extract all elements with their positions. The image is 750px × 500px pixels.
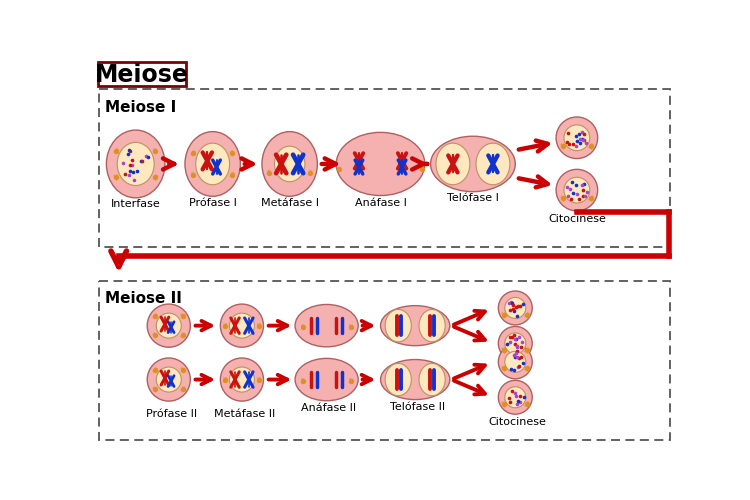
- Ellipse shape: [230, 313, 254, 338]
- Text: Anáfase II: Anáfase II: [302, 402, 356, 412]
- Ellipse shape: [380, 306, 450, 346]
- Bar: [99, 281, 670, 440]
- Ellipse shape: [564, 125, 590, 150]
- Text: Metáfase I: Metáfase I: [261, 198, 319, 208]
- Text: Anáfase I: Anáfase I: [355, 198, 407, 208]
- Ellipse shape: [156, 367, 182, 392]
- Ellipse shape: [220, 358, 263, 401]
- Ellipse shape: [419, 364, 446, 396]
- Ellipse shape: [386, 310, 411, 342]
- Ellipse shape: [505, 387, 526, 408]
- Ellipse shape: [230, 367, 254, 392]
- Bar: [99, 90, 670, 247]
- Ellipse shape: [505, 298, 526, 318]
- Text: Metáfase II: Metáfase II: [214, 409, 274, 419]
- Text: Interfase: Interfase: [111, 200, 160, 209]
- Ellipse shape: [498, 291, 532, 325]
- Ellipse shape: [220, 304, 263, 347]
- Ellipse shape: [386, 364, 411, 396]
- Text: Meiose II: Meiose II: [105, 291, 182, 306]
- Ellipse shape: [147, 358, 190, 401]
- Ellipse shape: [505, 333, 526, 354]
- Ellipse shape: [262, 132, 317, 196]
- Ellipse shape: [295, 304, 358, 347]
- Ellipse shape: [185, 132, 241, 196]
- Ellipse shape: [295, 358, 358, 401]
- Ellipse shape: [556, 170, 598, 211]
- FancyBboxPatch shape: [98, 62, 186, 86]
- Ellipse shape: [274, 146, 305, 182]
- Ellipse shape: [430, 136, 515, 192]
- Ellipse shape: [380, 360, 450, 400]
- Ellipse shape: [196, 143, 230, 184]
- Ellipse shape: [476, 143, 510, 184]
- Ellipse shape: [564, 177, 590, 203]
- Ellipse shape: [498, 345, 532, 379]
- Text: Prófase II: Prófase II: [146, 409, 196, 419]
- Ellipse shape: [498, 326, 532, 360]
- Text: Meiose I: Meiose I: [105, 100, 176, 115]
- Ellipse shape: [419, 310, 446, 342]
- Ellipse shape: [106, 130, 165, 198]
- Text: Meiose: Meiose: [95, 62, 189, 86]
- Ellipse shape: [156, 313, 182, 338]
- Ellipse shape: [498, 380, 532, 414]
- Ellipse shape: [505, 352, 526, 372]
- Text: Citocinese: Citocinese: [489, 416, 547, 426]
- Text: Prófase I: Prófase I: [189, 198, 236, 208]
- Ellipse shape: [436, 143, 470, 184]
- Ellipse shape: [117, 142, 154, 186]
- Ellipse shape: [556, 117, 598, 158]
- Ellipse shape: [147, 304, 190, 347]
- Text: Citocinese: Citocinese: [548, 214, 606, 224]
- Ellipse shape: [336, 132, 424, 196]
- Text: Telófase I: Telófase I: [447, 193, 499, 203]
- Text: Telófase II: Telófase II: [390, 402, 445, 412]
